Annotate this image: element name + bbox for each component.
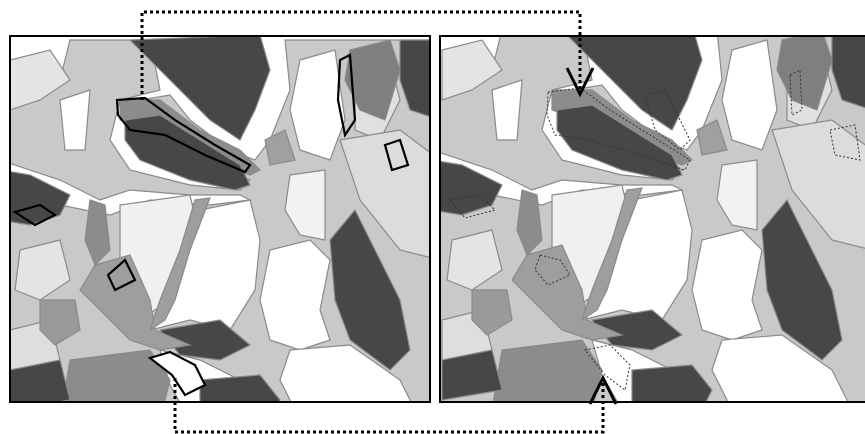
up-arrow — [588, 374, 618, 405]
top-connector — [140, 10, 582, 100]
down-arrow — [565, 67, 595, 98]
left-panel — [10, 36, 430, 402]
right-frame — [439, 35, 865, 403]
right-panel — [440, 36, 865, 402]
left-frame — [9, 35, 431, 403]
bottom-connector — [173, 378, 605, 434]
